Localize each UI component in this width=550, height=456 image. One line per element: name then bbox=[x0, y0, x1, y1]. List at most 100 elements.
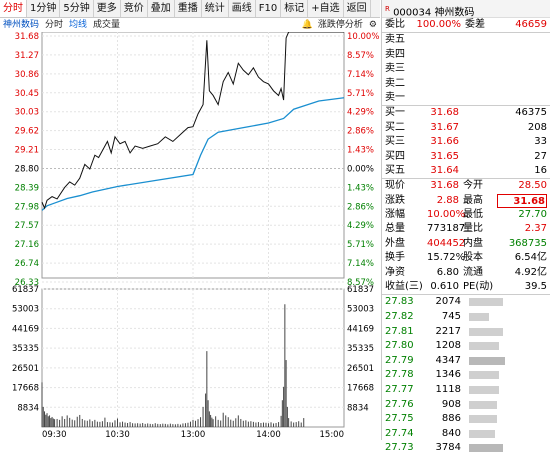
volume-tick-label: 26501 bbox=[12, 364, 39, 374]
volume-tick-label-right: 53003 bbox=[347, 305, 374, 315]
volume-tick-label: 44169 bbox=[12, 324, 39, 334]
tick-volume-bar bbox=[469, 444, 503, 453]
buy-order-row[interactable]: 买四 31.65 27 bbox=[385, 150, 547, 162]
volume-tick-label-right: 8834 bbox=[347, 403, 369, 413]
sell-order-row[interactable]: 卖二 bbox=[385, 77, 405, 89]
price-frame bbox=[41, 32, 345, 279]
tick-row[interactable]: 27.77 1118 bbox=[382, 383, 550, 398]
tick-volume-bar bbox=[469, 415, 497, 424]
tab-9[interactable]: F10 bbox=[256, 0, 282, 17]
tick-volume-bar bbox=[469, 385, 499, 394]
buy-order-row[interactable]: 买一 31.68 46375 bbox=[385, 107, 547, 119]
bell-icon[interactable]: 🔔 bbox=[301, 20, 313, 30]
tick-row[interactable]: 27.79 4347 bbox=[382, 354, 550, 369]
quote-panel: R 000034 神州数码 委比 100.00% 委差 46659 卖五 卖四 卖三… bbox=[381, 0, 550, 453]
stat-row: 涨跌 2.88 最高 31.68 bbox=[385, 193, 547, 209]
price-tick-label: 31.68 bbox=[15, 32, 39, 42]
tick-row[interactable]: 27.73 3784 bbox=[382, 441, 550, 456]
volume-tick-label: 61837 bbox=[12, 285, 39, 295]
tick-row[interactable]: 27.74 840 bbox=[382, 427, 550, 442]
volume-tick-label-right: 61837 bbox=[347, 285, 374, 295]
buy-order-row[interactable]: 买五 31.64 16 bbox=[385, 164, 547, 176]
limit-analysis-button[interactable]: 涨跌停分析 bbox=[317, 20, 363, 30]
price-tick-label: 26.74 bbox=[15, 259, 39, 269]
tab-10[interactable]: 标记 bbox=[281, 0, 309, 17]
tick-row[interactable]: 27.76 908 bbox=[382, 398, 550, 413]
tick-volume-bar bbox=[469, 298, 503, 307]
tab-1[interactable]: 1分钟 bbox=[27, 0, 61, 17]
tab-5[interactable]: 叠加 bbox=[148, 0, 175, 17]
tab-3[interactable]: 更多 bbox=[94, 0, 121, 17]
tab-12[interactable]: 返回 bbox=[344, 0, 371, 17]
stat-row: 外盘 404452 内盘 368735 bbox=[385, 237, 547, 249]
tab-6[interactable]: 重播 bbox=[175, 0, 202, 17]
price-tick-label: 30.03 bbox=[15, 108, 39, 118]
tab-11[interactable]: +自选 bbox=[308, 0, 344, 17]
volume-label[interactable]: 成交量 bbox=[93, 20, 121, 30]
pct-tick-label: 8.57% bbox=[347, 51, 374, 61]
time-label: 14:00 bbox=[256, 430, 281, 440]
tick-row[interactable]: 27.75 886 bbox=[382, 412, 550, 427]
price-tick-label: 28.39 bbox=[15, 183, 39, 193]
stock-header: R 000034 神州数码 bbox=[382, 0, 550, 18]
tick-row[interactable]: 27.83 2074 bbox=[382, 295, 550, 310]
volume-tick-label: 35335 bbox=[12, 344, 39, 354]
stat-row: 收益(三) 0.610 PE(动) 39.5 bbox=[385, 281, 547, 293]
price-tick-label: 30.45 bbox=[15, 89, 39, 99]
pct-tick-label: 7.14% bbox=[347, 70, 374, 80]
tick-volume-bar bbox=[469, 356, 505, 365]
tick-row[interactable]: 27.81 2217 bbox=[382, 325, 550, 340]
tick-row[interactable]: 27.78 1346 bbox=[382, 368, 550, 383]
tick-row[interactable]: 27.82 745 bbox=[382, 310, 550, 325]
tick-volume-bar bbox=[469, 371, 499, 380]
quote-stats: 现价 31.68 今开 28.50 涨跌 2.88 最高 31.68 涨幅 10.00% 最低 27.… bbox=[382, 178, 550, 294]
sell-order-row[interactable]: 卖三 bbox=[385, 63, 405, 75]
price-tick-label: 26.33 bbox=[15, 278, 39, 288]
pct-tick-label: 2.86% bbox=[347, 127, 374, 137]
tab-4[interactable]: 竞价 bbox=[121, 0, 148, 17]
pct-tick-label: 5.71% bbox=[347, 89, 374, 99]
pct-tick-label: 10.00% bbox=[347, 32, 379, 42]
tick-volume-bar bbox=[469, 313, 489, 322]
time-label: 09:30 bbox=[42, 430, 67, 440]
volume-tick-label-right: 26501 bbox=[347, 364, 374, 374]
stat-row: 净资 6.80 流通 4.92亿 bbox=[385, 266, 547, 278]
tab-0[interactable]: 分时 bbox=[0, 0, 27, 17]
price-tick-label: 27.98 bbox=[15, 202, 39, 212]
price-tick-label: 27.57 bbox=[15, 221, 39, 231]
time-label: 13:00 bbox=[181, 430, 206, 440]
trade-ticks[interactable]: 27.83 2074 27.82 745 27.81 2217 27.80 1208 27.79… bbox=[382, 294, 550, 456]
settings-icon[interactable]: ⚙ bbox=[368, 20, 377, 30]
tick-row[interactable]: 27.80 1208 bbox=[382, 339, 550, 354]
tab-8[interactable]: 画线 bbox=[229, 0, 256, 17]
time-label: 10:30 bbox=[105, 430, 130, 440]
tab-7[interactable]: 统计 bbox=[202, 0, 229, 17]
tick-volume-bar bbox=[469, 327, 503, 336]
price-tick-label: 28.80 bbox=[15, 164, 39, 174]
pct-tick-label: 2.86% bbox=[347, 202, 374, 212]
price-line bbox=[41, 32, 344, 210]
buy-order-row[interactable]: 买三 31.66 33 bbox=[385, 136, 547, 148]
pct-tick-label: 4.29% bbox=[347, 221, 374, 231]
intraday-chart[interactable]: 31.68 10.00% 31.27 8.57% 30.86 7.14% 30.45 5.71… bbox=[0, 32, 380, 440]
sell-order-row[interactable]: 卖五 bbox=[385, 34, 405, 46]
buy-order-row[interactable]: 买二 31.67 208 bbox=[385, 121, 547, 133]
intraday-label[interactable]: 分时 bbox=[45, 20, 64, 30]
price-tick-label: 31.27 bbox=[15, 51, 39, 61]
stock-code: 000034 bbox=[393, 7, 432, 19]
price-tick-label: 29.62 bbox=[15, 127, 39, 137]
volume-tick-label-right: 44169 bbox=[347, 324, 374, 334]
stat-row: 涨幅 10.00% 最低 27.70 bbox=[385, 209, 547, 221]
pct-tick-label: 0.00% bbox=[347, 164, 374, 174]
sell-order-row[interactable]: 卖一 bbox=[385, 91, 405, 103]
tab-2[interactable]: 5分钟 bbox=[60, 0, 94, 17]
sell-order-row[interactable]: 卖四 bbox=[385, 48, 405, 60]
price-tick-label: 27.16 bbox=[15, 240, 39, 250]
stat-row: 总量 773187 量比 2.37 bbox=[385, 223, 547, 235]
sell-orders: 卖五卖四卖三卖二卖一 bbox=[382, 32, 550, 105]
volume-tick-label-right: 35335 bbox=[347, 344, 374, 354]
avg-line-toggle[interactable]: 均线 bbox=[69, 20, 88, 30]
pct-tick-label: 1.43% bbox=[347, 183, 374, 193]
stock-name: 神州数码 bbox=[434, 7, 475, 19]
